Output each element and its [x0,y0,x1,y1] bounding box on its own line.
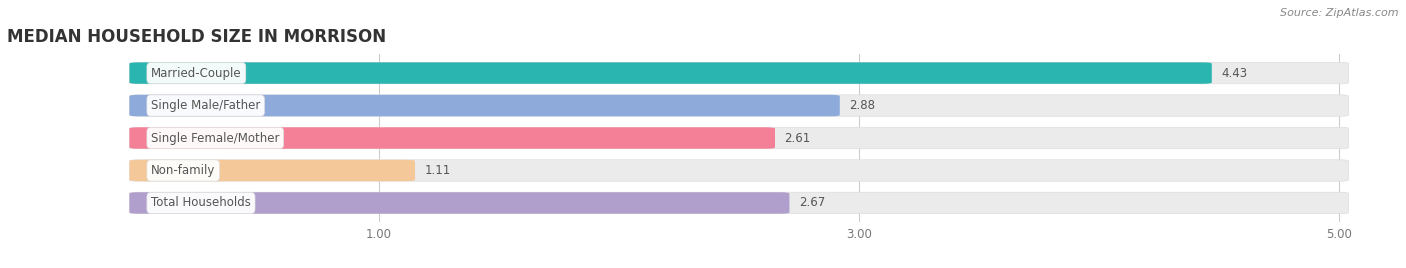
FancyBboxPatch shape [129,160,1348,181]
Text: 4.43: 4.43 [1222,66,1247,80]
Text: 2.67: 2.67 [799,196,825,210]
Text: Married-Couple: Married-Couple [150,66,242,80]
FancyBboxPatch shape [129,160,415,181]
Text: 2.61: 2.61 [785,132,811,144]
FancyBboxPatch shape [129,62,1212,84]
FancyBboxPatch shape [129,127,775,149]
FancyBboxPatch shape [129,127,1348,149]
Text: Single Male/Father: Single Male/Father [150,99,260,112]
Text: 2.88: 2.88 [849,99,876,112]
FancyBboxPatch shape [129,95,839,116]
Text: Non-family: Non-family [150,164,215,177]
FancyBboxPatch shape [129,192,789,214]
Text: Total Households: Total Households [150,196,250,210]
Text: MEDIAN HOUSEHOLD SIZE IN MORRISON: MEDIAN HOUSEHOLD SIZE IN MORRISON [7,28,387,46]
Text: 1.11: 1.11 [425,164,451,177]
FancyBboxPatch shape [129,95,1348,116]
Text: Single Female/Mother: Single Female/Mother [150,132,280,144]
Text: Source: ZipAtlas.com: Source: ZipAtlas.com [1281,8,1399,18]
FancyBboxPatch shape [129,192,1348,214]
FancyBboxPatch shape [129,62,1348,84]
